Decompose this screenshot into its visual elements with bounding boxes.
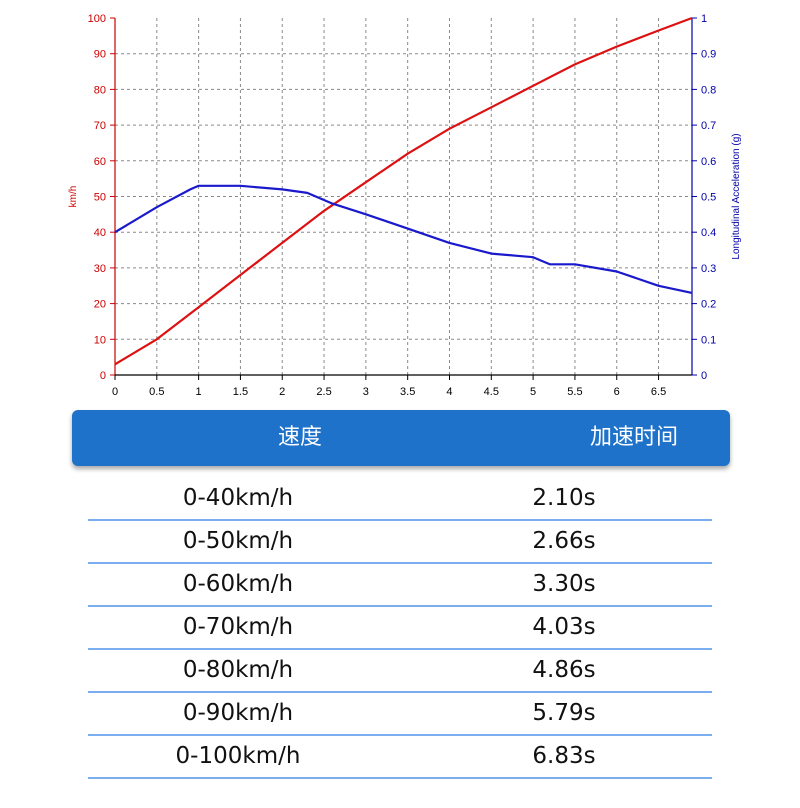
y-right-tick-label: 0.3 bbox=[701, 263, 716, 275]
x-tick-label: 4.5 bbox=[484, 386, 499, 398]
table-row: 0-100km/h 6.83s bbox=[88, 736, 712, 779]
y-right-tick-label: 0.7 bbox=[701, 120, 716, 132]
y-left-tick-label: 90 bbox=[94, 49, 106, 61]
x-tick-label: 2 bbox=[279, 386, 285, 398]
time-cell: 4.03s bbox=[532, 614, 596, 640]
x-tick-label: 2.5 bbox=[316, 386, 331, 398]
x-tick-label: 6.5 bbox=[651, 386, 666, 398]
table-row: 0-80km/h 4.86s bbox=[88, 650, 712, 693]
table-row: 0-40km/h 2.10s bbox=[88, 478, 712, 521]
table-row: 0-60km/h 3.30s bbox=[88, 564, 712, 607]
time-cell: 5.79s bbox=[532, 700, 596, 726]
time-cell: 2.66s bbox=[532, 528, 596, 554]
y-axis-right-title: Longitudinal Acceleration (g) bbox=[731, 133, 742, 259]
y-left-tick-label: 50 bbox=[94, 192, 106, 204]
table-row: 0-70km/h 4.03s bbox=[88, 607, 712, 650]
y-left-tick-label: 0 bbox=[100, 370, 106, 382]
table-row: 0-50km/h 2.66s bbox=[88, 521, 712, 564]
y-right-tick-label: 0.2 bbox=[701, 299, 716, 311]
x-tick-label: 1 bbox=[196, 386, 202, 398]
y-right-tick-label: 0.5 bbox=[701, 192, 716, 204]
x-tick-label: 6 bbox=[614, 386, 620, 398]
table-body: 0-40km/h 2.10s 0-50km/h 2.66s 0-60km/h 3… bbox=[88, 478, 712, 779]
y-left-tick-label: 40 bbox=[94, 227, 106, 239]
y-right-tick-label: 0.9 bbox=[701, 49, 716, 61]
y-left-tick-label: 20 bbox=[94, 299, 106, 311]
x-tick-label: 0.5 bbox=[149, 386, 164, 398]
y-right-tick-label: 1 bbox=[701, 13, 707, 25]
speed-series-line bbox=[114, 16, 693, 366]
chart-axes bbox=[110, 17, 697, 380]
speed-range-cell: 0-80km/h bbox=[182, 657, 294, 683]
y-left-tick-label: 30 bbox=[94, 263, 106, 275]
speed-range-cell: 0-50km/h bbox=[182, 528, 294, 554]
time-cell: 2.10s bbox=[532, 485, 596, 511]
x-tick-label: 0 bbox=[112, 386, 118, 398]
x-tick-label: 3.5 bbox=[400, 386, 415, 398]
time-cell: 4.86s bbox=[532, 657, 596, 683]
chart-tick-labels: 010203040506070809010000.10.20.30.40.50.… bbox=[88, 13, 717, 398]
x-tick-label: 5.5 bbox=[567, 386, 582, 398]
speed-range-cell: 0-70km/h bbox=[182, 614, 294, 640]
y-axis-left-title: km/h bbox=[68, 186, 79, 208]
table-header: 速度 加速时间 bbox=[72, 410, 730, 466]
header-accel-time: 加速时间 bbox=[589, 425, 678, 450]
table-row: 0-90km/h 5.79s bbox=[88, 693, 712, 736]
x-tick-label: 3 bbox=[363, 386, 369, 398]
y-right-tick-label: 0.4 bbox=[701, 227, 716, 239]
speed-range-cell: 0-60km/h bbox=[182, 571, 294, 597]
chart-series bbox=[114, 16, 693, 366]
y-right-tick-label: 0.1 bbox=[701, 334, 716, 346]
y-right-tick-label: 0.6 bbox=[701, 156, 716, 168]
y-left-tick-label: 60 bbox=[94, 156, 106, 168]
y-left-tick-label: 100 bbox=[88, 13, 106, 25]
acceleration-series-line bbox=[114, 184, 693, 294]
y-right-tick-label: 0.8 bbox=[701, 84, 716, 96]
y-right-tick-label: 0 bbox=[701, 370, 707, 382]
x-tick-label: 4 bbox=[446, 386, 452, 398]
header-speed: 速度 bbox=[277, 425, 322, 450]
y-left-tick-label: 70 bbox=[94, 120, 106, 132]
acceleration-chart: 010203040506070809010000.10.20.30.40.50.… bbox=[68, 13, 742, 398]
y-left-tick-label: 10 bbox=[94, 334, 106, 346]
speed-range-cell: 0-100km/h bbox=[175, 743, 301, 769]
y-left-tick-label: 80 bbox=[94, 84, 106, 96]
time-cell: 3.30s bbox=[532, 571, 596, 597]
x-tick-label: 1.5 bbox=[233, 386, 248, 398]
chart-grid bbox=[115, 18, 692, 375]
speed-range-cell: 0-40km/h bbox=[182, 485, 294, 511]
speed-range-cell: 0-90km/h bbox=[182, 700, 294, 726]
x-tick-label: 5 bbox=[530, 386, 536, 398]
time-cell: 6.83s bbox=[532, 743, 596, 769]
